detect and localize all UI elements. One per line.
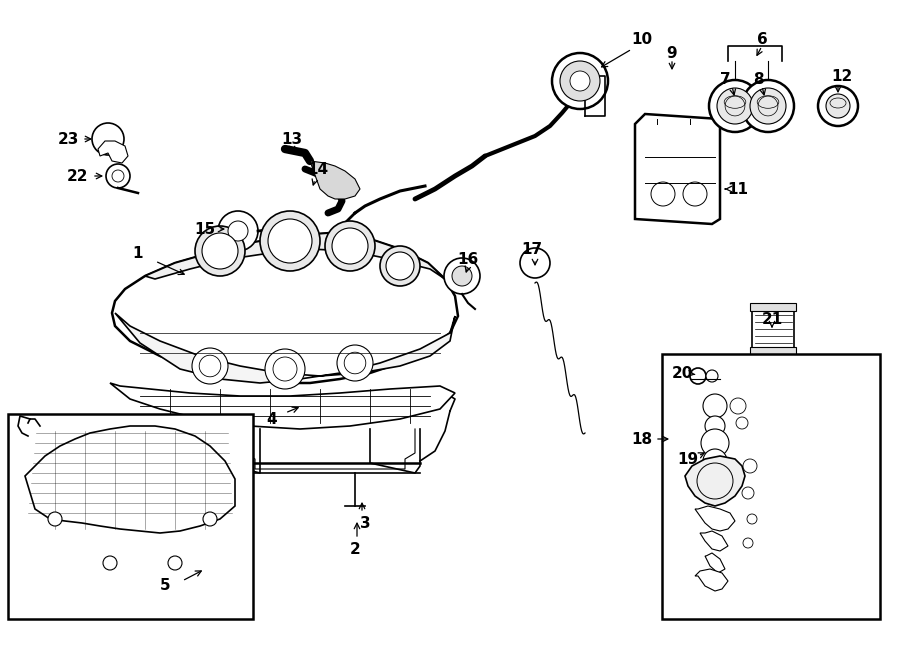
Polygon shape: [310, 161, 360, 199]
Polygon shape: [112, 233, 458, 383]
Circle shape: [705, 416, 725, 436]
Text: 10: 10: [632, 32, 652, 46]
Text: 1: 1: [133, 245, 143, 260]
Circle shape: [742, 80, 794, 132]
Text: 18: 18: [632, 432, 652, 446]
Circle shape: [747, 514, 757, 524]
Circle shape: [703, 394, 727, 418]
Polygon shape: [700, 531, 728, 551]
Circle shape: [92, 123, 124, 155]
Circle shape: [337, 345, 373, 381]
Bar: [752, 311, 794, 353]
Polygon shape: [25, 426, 235, 533]
Polygon shape: [110, 383, 455, 429]
Text: 3: 3: [360, 516, 370, 531]
Polygon shape: [705, 553, 725, 573]
Circle shape: [730, 398, 746, 414]
Bar: [750, 347, 796, 355]
Text: 11: 11: [727, 182, 749, 196]
Circle shape: [218, 211, 258, 251]
Circle shape: [701, 429, 729, 457]
Circle shape: [818, 86, 858, 126]
Circle shape: [344, 352, 365, 374]
Circle shape: [228, 221, 248, 241]
Circle shape: [103, 556, 117, 570]
Circle shape: [736, 417, 748, 429]
Polygon shape: [695, 506, 735, 531]
Text: 20: 20: [671, 366, 693, 381]
Text: 16: 16: [457, 251, 479, 266]
Polygon shape: [115, 313, 455, 383]
Circle shape: [703, 449, 727, 473]
Circle shape: [192, 348, 228, 384]
Text: 2: 2: [349, 541, 360, 557]
Bar: [8, 414, 253, 619]
Text: 14: 14: [308, 161, 328, 176]
Circle shape: [380, 246, 420, 286]
Circle shape: [742, 487, 754, 499]
Text: 6: 6: [757, 32, 768, 46]
Circle shape: [750, 88, 786, 124]
Circle shape: [690, 368, 706, 384]
Bar: [750, 303, 796, 311]
Circle shape: [268, 219, 312, 263]
Text: 8: 8: [752, 71, 763, 87]
Polygon shape: [635, 114, 720, 224]
Circle shape: [444, 258, 480, 294]
Text: 21: 21: [761, 311, 783, 327]
Circle shape: [202, 233, 238, 269]
Text: 13: 13: [282, 132, 302, 147]
Circle shape: [386, 252, 414, 280]
Circle shape: [826, 94, 850, 118]
Polygon shape: [695, 569, 728, 591]
Circle shape: [199, 355, 220, 377]
Circle shape: [203, 512, 217, 526]
Circle shape: [570, 71, 590, 91]
Text: 9: 9: [667, 46, 678, 61]
Circle shape: [168, 556, 182, 570]
Circle shape: [743, 538, 753, 548]
Circle shape: [106, 164, 130, 188]
Circle shape: [706, 370, 718, 382]
Text: 19: 19: [678, 451, 698, 467]
Polygon shape: [685, 456, 745, 506]
Circle shape: [195, 226, 245, 276]
Circle shape: [273, 357, 297, 381]
Circle shape: [325, 221, 375, 271]
Text: 7: 7: [720, 71, 730, 87]
Text: 15: 15: [194, 221, 216, 237]
Circle shape: [260, 211, 320, 271]
Text: 12: 12: [832, 69, 852, 83]
Circle shape: [717, 88, 753, 124]
Text: 4: 4: [266, 412, 277, 426]
Polygon shape: [145, 233, 445, 279]
Text: 22: 22: [68, 169, 89, 184]
Text: 23: 23: [58, 132, 78, 147]
Text: 5: 5: [159, 578, 170, 594]
Polygon shape: [98, 141, 128, 163]
Circle shape: [552, 53, 608, 109]
Circle shape: [48, 512, 62, 526]
Circle shape: [332, 228, 368, 264]
Text: 17: 17: [521, 241, 543, 256]
Circle shape: [452, 266, 472, 286]
Circle shape: [520, 248, 550, 278]
Circle shape: [560, 61, 600, 101]
Circle shape: [265, 349, 305, 389]
Bar: [662, 354, 880, 619]
Circle shape: [743, 459, 757, 473]
Circle shape: [709, 80, 761, 132]
